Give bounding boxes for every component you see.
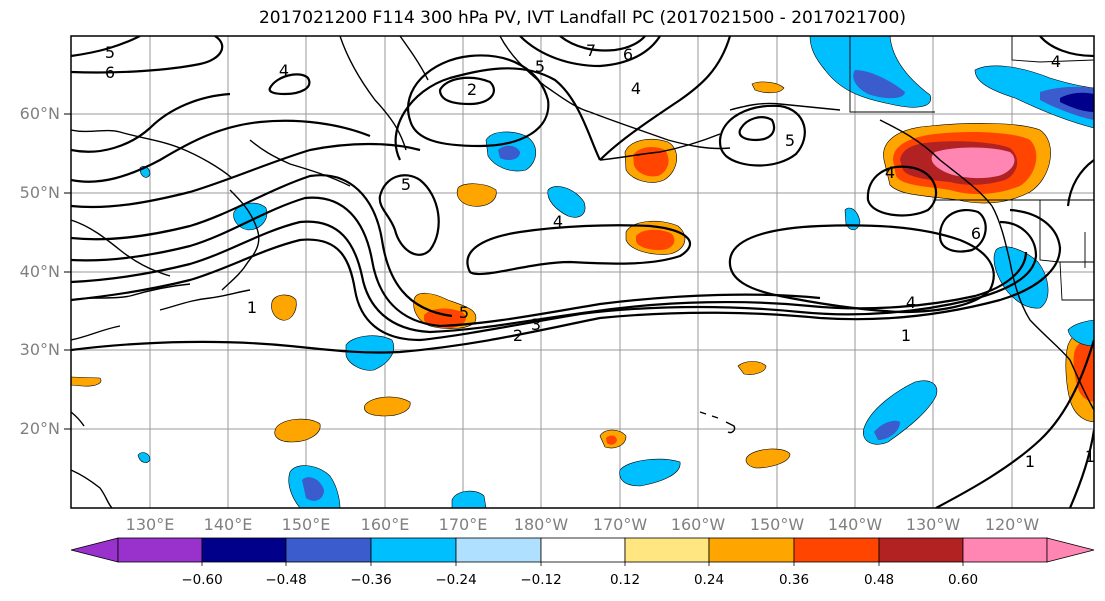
contour-label: 6 — [105, 63, 115, 82]
contour-label: 1 — [247, 298, 257, 317]
colorbar-segment — [370, 537, 457, 563]
colorbar-segment — [624, 537, 710, 563]
lon-tick-label: 140°E — [203, 515, 253, 534]
colorbar-tick-label: 0.60 — [947, 572, 979, 588]
contour-label: 1 — [1085, 447, 1095, 466]
negative-anomaly-shading — [137, 36, 1094, 508]
colorbar-tick-label: 0.24 — [693, 572, 725, 588]
lon-tick-label: 160°E — [360, 515, 410, 534]
coastlines — [71, 36, 1094, 508]
lon-tick-label: 170°W — [592, 515, 648, 534]
colorbar — [70, 537, 1095, 566]
lon-tick-label: 120°W — [984, 515, 1040, 534]
colorbar-tick-label: −0.12 — [520, 572, 562, 588]
tick-marks — [64, 113, 71, 430]
pv-contours — [71, 36, 1094, 508]
colorbar-extend-high — [1046, 537, 1095, 563]
lon-tick-label: 150°W — [749, 515, 805, 534]
contour-label: 1 — [1025, 452, 1035, 471]
lon-tick-label: 130°E — [125, 515, 175, 534]
colorbar-tick-label: 0.36 — [778, 572, 810, 588]
colorbar-segment — [962, 537, 1048, 563]
lon-tick-label: 170°E — [438, 515, 488, 534]
contour-label: 4 — [279, 61, 289, 80]
colorbar-segment — [117, 537, 203, 563]
contour-labels: 5 6 4 2 7 6 5 4 4 5 1 5 3 2 4 1 5 4 1 1 … — [105, 41, 1095, 471]
contour-label: 4 — [885, 163, 895, 182]
contour-label: 4 — [631, 79, 641, 98]
contour-label: 7 — [586, 41, 596, 60]
contour-label: 6 — [623, 45, 633, 64]
colorbar-extend-low — [70, 537, 119, 563]
lon-tick-label: 140°W — [827, 515, 883, 534]
map-title: 2017021200 F114 300 hPa PV, IVT Landfall… — [258, 8, 906, 28]
colorbar-segment — [285, 537, 372, 563]
contour-label: 4 — [1051, 52, 1061, 71]
contour-label: 5 — [459, 303, 469, 322]
lon-tick-label: 150°E — [281, 515, 331, 534]
colorbar-segment — [455, 537, 542, 563]
political-borders — [849, 36, 1094, 301]
colorbar-tick-label: −0.24 — [435, 572, 477, 588]
colorbar-tick-label: −0.48 — [265, 572, 307, 588]
colorbar-segment — [201, 537, 287, 563]
lat-tick-label: 40°N — [19, 262, 60, 281]
lat-tick-label: 60°N — [19, 104, 60, 123]
contour-label: 4 — [553, 212, 563, 231]
contour-label: 6 — [971, 224, 981, 243]
colorbar-segment — [708, 537, 795, 563]
lat-tick-label: 50°N — [19, 183, 60, 202]
lon-tick-label: 180°W — [513, 515, 569, 534]
contour-label: 3 — [531, 315, 541, 334]
colorbar-tick-label: 0.12 — [609, 572, 641, 588]
contour-label: 4 — [906, 293, 916, 312]
lon-tick-label: 160°W — [670, 515, 726, 534]
contour-label: 2 — [513, 326, 523, 345]
colorbar-segment — [540, 537, 626, 563]
lon-tick-label: 130°W — [905, 515, 961, 534]
contour-label: 5 — [401, 175, 411, 194]
lat-tick-label: 30°N — [19, 340, 60, 359]
colorbar-tick-label: −0.60 — [181, 572, 223, 588]
colorbar-tick-label: 0.48 — [863, 572, 895, 588]
contour-label: 2 — [467, 80, 477, 99]
lat-tick-label: 20°N — [19, 419, 60, 438]
contour-label: 5 — [785, 131, 795, 150]
colorbar-tick-label: −0.36 — [350, 572, 392, 588]
contour-label: 5 — [535, 57, 545, 76]
colorbar-segment — [878, 537, 964, 563]
contour-label: 1 — [901, 326, 911, 345]
contour-label: 5 — [105, 43, 115, 62]
colorbar-segment — [793, 537, 880, 563]
